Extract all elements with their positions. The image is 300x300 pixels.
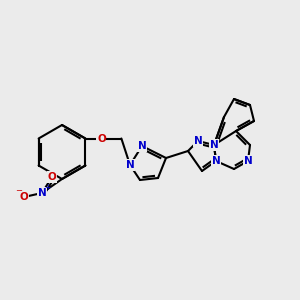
Text: N: N xyxy=(38,188,46,198)
Text: N: N xyxy=(194,136,202,146)
Text: +: + xyxy=(44,184,50,193)
Text: O: O xyxy=(48,172,56,182)
Text: O: O xyxy=(97,134,106,143)
Text: N: N xyxy=(126,160,134,170)
Text: N: N xyxy=(244,156,252,166)
Text: O: O xyxy=(20,192,28,202)
Text: N: N xyxy=(212,156,220,166)
Text: N: N xyxy=(210,140,218,150)
Text: N: N xyxy=(138,141,146,151)
Text: −: − xyxy=(16,187,22,196)
